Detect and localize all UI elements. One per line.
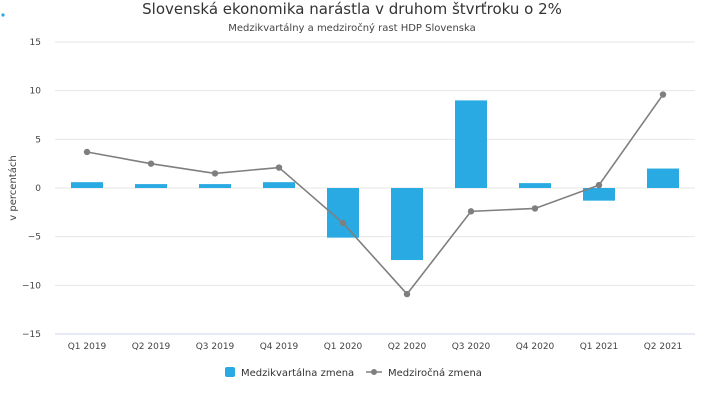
chart-title: Slovenská ekonomika narástla v druhom št… [142, 0, 562, 18]
y-tick-label: 10 [30, 87, 42, 97]
bar[interactable] [263, 182, 295, 188]
x-tick-label: Q2 2021 [644, 342, 683, 352]
x-tick-label: Q3 2020 [452, 342, 491, 352]
line-point[interactable] [595, 181, 603, 189]
x-tick-label: Q4 2019 [260, 342, 299, 352]
bar[interactable] [135, 184, 167, 188]
corner-accent-dot [1, 13, 5, 17]
bar[interactable] [455, 100, 487, 188]
bar[interactable] [71, 182, 103, 188]
x-tick-label: Q2 2019 [132, 342, 171, 352]
bar-series [71, 100, 679, 261]
line-point[interactable] [531, 205, 539, 212]
bar[interactable] [391, 188, 423, 261]
legend-item-line[interactable]: Medziročná zmena [366, 367, 482, 379]
y-tick-label: −5 [28, 233, 41, 243]
line-point[interactable] [659, 91, 667, 98]
line-point[interactable] [403, 290, 411, 298]
y-tick-label: 0 [35, 184, 41, 194]
y-tick-label: −15 [22, 330, 41, 340]
line-point[interactable] [83, 148, 91, 156]
line-point[interactable] [147, 160, 155, 167]
bar[interactable] [519, 183, 551, 188]
legend-item-bars[interactable]: Medzikvartálna zmena [225, 367, 354, 379]
chart-subtitle: Medzikvartálny a medziročný rast HDP Slo… [228, 22, 475, 34]
x-tick-label: Q1 2020 [324, 342, 363, 352]
legend[interactable]: Medzikvartálna zmena Medziročná zmena [225, 367, 482, 379]
x-tick-label: Q4 2020 [516, 342, 555, 352]
line-series [83, 91, 667, 298]
x-tick-label: Q1 2021 [580, 342, 619, 352]
line-path [86, 94, 664, 296]
axis-ticks: 15 10 5 0 −5 −10 −15 Q1 2019 Q2 2019 Q3 2019 Q4 20… [22, 38, 682, 352]
bar[interactable] [583, 188, 615, 201]
line-point[interactable] [467, 208, 475, 215]
legend-swatch-line-marker [371, 369, 377, 375]
y-tick-label: −10 [22, 281, 41, 291]
legend-label-line: Medziročná zmena [388, 367, 482, 379]
bar[interactable] [199, 184, 231, 188]
legend-label-bars: Medzikvartálna zmena [241, 367, 354, 379]
line-point[interactable] [339, 219, 347, 227]
legend-swatch-bars [225, 367, 235, 377]
bar[interactable] [647, 168, 679, 188]
y-axis-label: v percentách [7, 155, 19, 220]
line-point[interactable] [211, 170, 219, 177]
y-tick-label: 5 [35, 135, 41, 145]
y-tick-label: 15 [30, 38, 41, 48]
line-point[interactable] [275, 164, 283, 171]
x-tick-label: Q2 2020 [388, 342, 427, 352]
x-tick-label: Q3 2019 [196, 342, 235, 352]
x-tick-label: Q1 2019 [68, 342, 107, 352]
